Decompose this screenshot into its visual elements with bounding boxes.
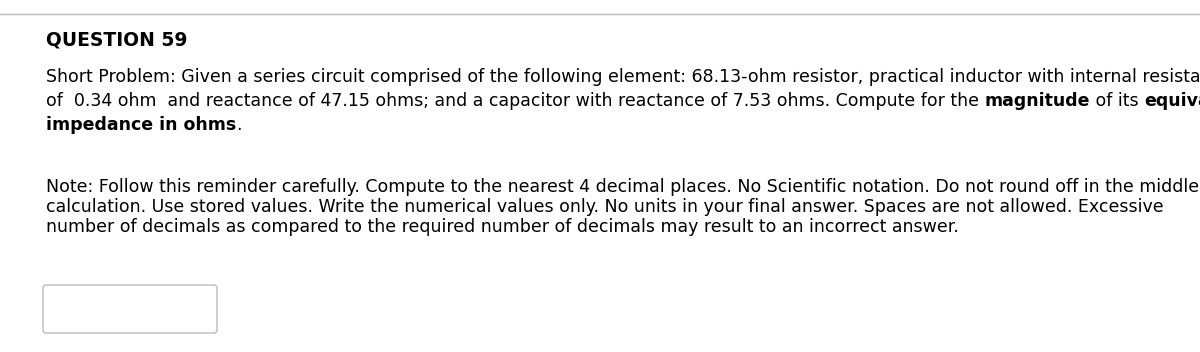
Text: of  0.34 ohm  and reactance of 47.15 ohms; and a capacitor with reactance of 7.5: of 0.34 ohm and reactance of 47.15 ohms;… — [46, 92, 984, 110]
Text: calculation. Use stored values. Write the numerical values only. No units in you: calculation. Use stored values. Write th… — [46, 198, 1164, 216]
Text: QUESTION 59: QUESTION 59 — [46, 30, 187, 49]
Text: impedance in ohms: impedance in ohms — [46, 116, 236, 134]
Text: Note: Follow this reminder carefully. Compute to the nearest 4 decimal places. N: Note: Follow this reminder carefully. Co… — [46, 178, 1200, 196]
Text: number of decimals as compared to the required number of decimals may result to : number of decimals as compared to the re… — [46, 218, 959, 236]
Text: equivalent: equivalent — [1144, 92, 1200, 110]
Text: .: . — [236, 116, 241, 134]
Text: Short Problem: Given a series circuit comprised of the following element: 68.13-: Short Problem: Given a series circuit co… — [46, 68, 1200, 86]
Text: of its: of its — [1090, 92, 1144, 110]
FancyBboxPatch shape — [43, 285, 217, 333]
Text: magnitude: magnitude — [984, 92, 1090, 110]
